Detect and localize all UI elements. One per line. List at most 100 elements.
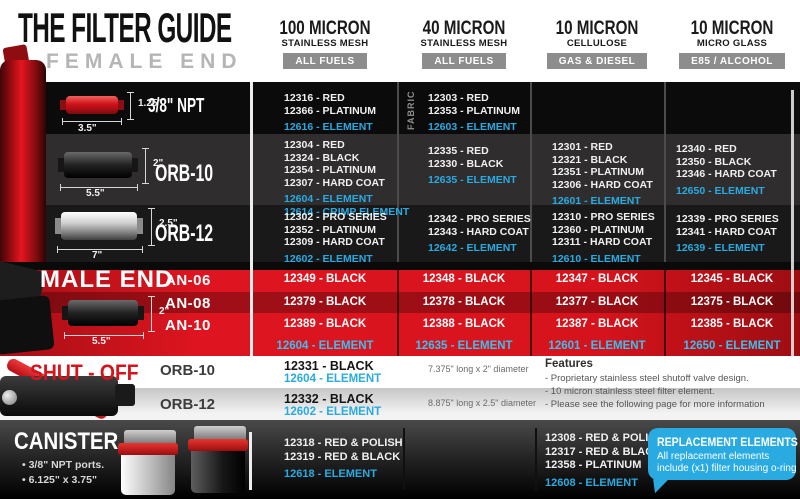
row-label-an08: AN-08 [165, 295, 211, 312]
shutoff-valve-pivot [2, 390, 17, 405]
label-column-divider [250, 262, 253, 356]
part-number: 12339 - PRO SERIES [676, 213, 779, 225]
part-number: 12319 - RED & BLACK [284, 450, 401, 463]
label-column-divider [249, 432, 252, 490]
part-number: 12375 - BLACK [690, 296, 774, 308]
element-part-number: 12608 - ELEMENT [545, 476, 638, 489]
parts-cell: 12339 - PRO SERIES 12341 - HARD COAT 126… [676, 213, 779, 255]
element-part-number: 12604 - ELEMENT [276, 340, 374, 352]
fuel-badge: ALL FUELS [283, 53, 367, 69]
feature-item: - Proprietary stainless steel shutoff va… [545, 373, 749, 384]
part-number: 12317 - RED & BLACK [545, 445, 662, 458]
part-number: 12346 - HARD COAT [676, 168, 777, 180]
height-measure-line [148, 296, 155, 332]
part-number: 12332 - BLACK [284, 392, 374, 406]
column-subtitle: STAINLESS MESH [281, 38, 369, 49]
part-number: 12387 - BLACK [555, 318, 639, 330]
column-header-40-micron: 40 MICRON STAINLESS MESH ALL FUELS [389, 19, 539, 69]
height-measure-line [127, 92, 134, 120]
parts-cell: 12303 - RED 12353 - PLATINUM 12603 - ELE… [428, 92, 520, 134]
height-measure-line [142, 148, 149, 184]
red-filter-photo [0, 60, 46, 262]
replacement-elements-callout: REPLACEMENT ELEMENTS All replacement ele… [648, 428, 798, 480]
part-number: 12340 - RED [676, 143, 737, 155]
row-label-orb10: ORB-10 [155, 160, 214, 187]
feature-item: - Please see the following page for more… [545, 399, 765, 410]
element-part-number: 12618 - ELEMENT [284, 468, 377, 480]
part-number: 12388 - BLACK [422, 318, 506, 330]
element-part-number: 12601 - ELEMENT [548, 340, 646, 352]
element-part-number: 12601 - ELEMENT [552, 195, 641, 207]
replacement-title: REPLACEMENT ELEMENTS [657, 435, 798, 449]
parts-cell: 12318 - RED & POLISH 12319 - RED & BLACK… [284, 437, 403, 482]
parts-cell: 12301 - RED 12321 - BLACK 12351 - PLATIN… [552, 141, 653, 208]
orb10-filter-thumbnail [58, 152, 138, 178]
part-number: 12343 - HARD COAT [428, 225, 529, 238]
width-measure-line [60, 184, 138, 191]
column-title: 10 MICRON [690, 18, 774, 39]
row-label-orb12: ORB-12 [155, 220, 214, 247]
part-number: 12311 - HARD COAT [552, 236, 653, 248]
canister-cap-red [118, 443, 178, 455]
row-label-shutoff-orb12: ORB-12 [160, 396, 216, 413]
dim-height: 1.25" [138, 98, 163, 109]
male-end-heading: MALE END [40, 266, 174, 293]
fuel-badge: ALL FUELS [422, 53, 506, 69]
canister-heading: CANISTER [14, 428, 119, 455]
part-number: 12353 - PLATINUM [428, 104, 520, 117]
column-divider [530, 82, 532, 262]
column-divider [530, 270, 532, 356]
page-title: THE FILTER GUIDE [18, 4, 232, 51]
part-number: 12351 - PLATINUM [552, 166, 644, 178]
an08-row-stripe [0, 292, 800, 313]
part-number: 12304 - RED [284, 139, 345, 151]
part-number: 12348 - BLACK [422, 273, 506, 285]
column-subtitle: CELLULOSE [566, 38, 628, 49]
features-title: Features [545, 358, 593, 370]
canister-black-photo [191, 451, 245, 493]
element-part-number: 12650 - ELEMENT [676, 184, 765, 197]
canister-bracket [194, 426, 246, 439]
part-number: 12379 - BLACK [283, 296, 367, 308]
dim-width: 3.5" [78, 123, 97, 134]
female-end-heading: FEMALE END [46, 50, 243, 73]
row-label-an06: AN-06 [165, 272, 211, 289]
element-part-number: 12614 - CRIMP ELEMENT [284, 205, 410, 218]
canister-bracket [124, 430, 176, 443]
canister-cap-red [188, 439, 248, 451]
part-number: 12309 - HARD COAT [284, 236, 385, 248]
part-number: 12307 - HARD COAT [284, 176, 385, 189]
part-number: 12377 - BLACK [555, 296, 639, 308]
element-part-number: 12616 - ELEMENT [284, 121, 373, 133]
dim-width: 5.5" [92, 336, 111, 347]
canister-polish-photo [121, 455, 175, 495]
width-measure-line [57, 246, 143, 253]
parts-cell: 12304 - RED 12324 - BLACK 12354 - PLATIN… [284, 139, 409, 218]
parts-cell: 12335 - RED 12330 - BLACK 12635 - ELEMEN… [428, 145, 517, 187]
replacement-body: All replacement elements [657, 451, 770, 462]
column-title: 10 MICRON [555, 18, 639, 39]
width-measure-line [62, 118, 122, 125]
part-number: 12378 - BLACK [422, 296, 506, 308]
column-header-10-micron-cellulose: 10 MICRON CELLULOSE GAS & DIESEL [522, 18, 672, 69]
column-title: 100 MICRON [279, 18, 371, 39]
right-edge-rule [791, 90, 794, 356]
shut-off-heading: SHUT - OFF [30, 360, 139, 385]
element-part-number: 12610 - ELEMENT [552, 252, 641, 265]
part-number: 12341 - HARD COAT [676, 225, 777, 238]
column-subtitle: MICRO GLASS [696, 38, 768, 49]
part-number: 12352 - PLATINUM [284, 223, 376, 236]
row-label-npt: 3/8" NPT [148, 95, 205, 117]
width-measure-line [64, 332, 144, 339]
part-number: 12366 - PLATINUM [284, 104, 376, 117]
dim-height: 2" [153, 158, 164, 169]
part-number: 12310 - PRO SERIES [552, 211, 655, 223]
column-divider [535, 428, 537, 490]
dim-height: 2" [159, 306, 170, 317]
part-number: 12345 - BLACK [690, 273, 774, 285]
part-number: 12330 - BLACK [428, 157, 504, 170]
element-part-number: 12642 - ELEMENT [428, 242, 517, 254]
row-npt-bg [0, 82, 800, 134]
part-number: 12324 - BLACK [284, 151, 360, 164]
